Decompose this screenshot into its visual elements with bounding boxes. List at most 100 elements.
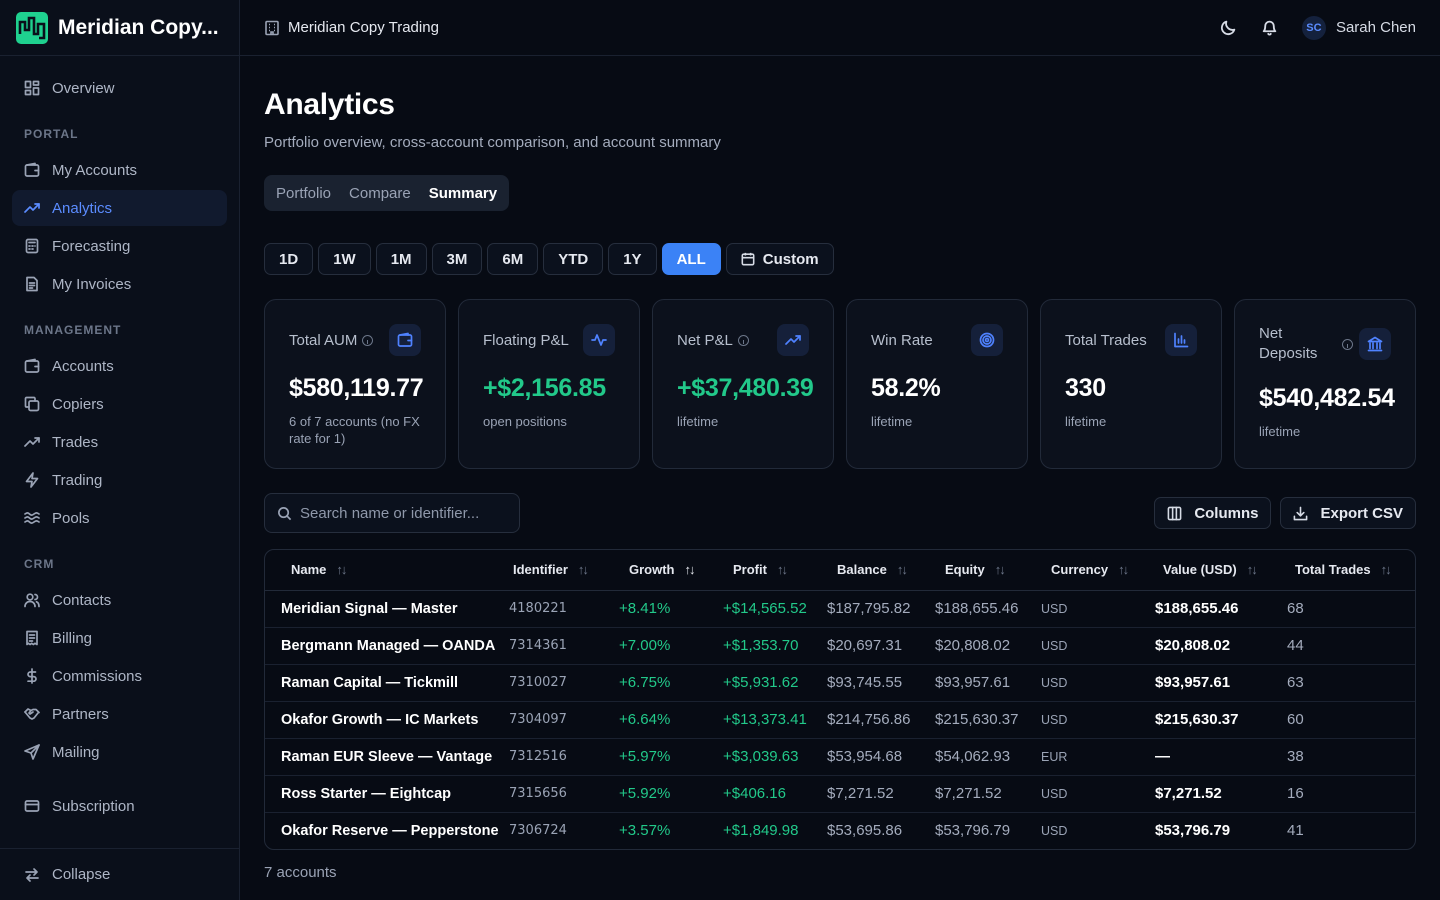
- cell-name: Raman Capital — Tickmill: [265, 664, 493, 702]
- notifications-button[interactable]: [1261, 19, 1278, 36]
- columns-label: Columns: [1194, 504, 1259, 522]
- range-1d[interactable]: 1D: [264, 243, 314, 275]
- cell-identifier: 7304097: [493, 701, 603, 739]
- cell-equity: $93,957.61: [919, 664, 1025, 702]
- kpi-card-net-pnl: Net P&L +$37,480.39 lifetime: [652, 299, 834, 469]
- table-row[interactable]: Okafor Growth — IC Markets 7304097 +6.64% +…: [265, 701, 1415, 739]
- table-header-row: Name ↑↓ Identifier ↑↓ Growth ↑↓ Profit ↑↓ Ba…: [265, 550, 1415, 591]
- cell-currency: USD: [1025, 664, 1139, 702]
- tab-summary[interactable]: Summary: [428, 184, 498, 202]
- sidebar-item-label: Contacts: [52, 591, 112, 609]
- sidebar-item-mailing[interactable]: Mailing: [12, 734, 227, 770]
- export-csv-button[interactable]: Export CSV: [1280, 497, 1416, 529]
- cell-balance: $214,756.86: [811, 701, 919, 739]
- table-toolbar: Columns Export CSV: [264, 493, 1416, 533]
- theme-toggle-button[interactable]: [1220, 19, 1237, 36]
- org-switcher[interactable]: Meridian Copy Trading: [264, 19, 439, 36]
- cell-equity: $215,630.37: [919, 701, 1025, 739]
- table-row[interactable]: Raman EUR Sleeve — Vantage 7312516 +5.97% +…: [265, 738, 1415, 776]
- cell-equity: $20,808.02: [919, 627, 1025, 665]
- columns-icon: [1167, 506, 1182, 520]
- range-1w[interactable]: 1W: [318, 243, 371, 275]
- range-3m[interactable]: 3M: [431, 243, 483, 275]
- export-label: Export CSV: [1320, 504, 1403, 522]
- column-header-value-usd[interactable]: Value (USD) ↑↓: [1139, 550, 1271, 591]
- sidebar-item-billing[interactable]: Billing: [12, 620, 227, 656]
- table-row[interactable]: Meridian Signal — Master 4180221 +8.41% +$1…: [265, 590, 1415, 628]
- cell-equity: $7,271.52: [919, 775, 1025, 813]
- cell-total-trades: 38: [1271, 738, 1415, 776]
- table-row[interactable]: Okafor Reserve — Pepperstone 7306724 +3.57…: [265, 812, 1415, 849]
- content: Analytics Portfolio overview, cross-acco…: [240, 56, 1440, 900]
- sidebar-item-analytics[interactable]: Analytics: [12, 190, 227, 226]
- sidebar-item-label: Accounts: [52, 357, 114, 375]
- sort-icon[interactable]: ↑↓: [1118, 562, 1129, 578]
- range-6m[interactable]: 6M: [487, 243, 539, 275]
- sidebar-item-label: Analytics: [52, 199, 113, 217]
- card-subtext: 6 of 7 accounts (no FX rate for 1): [289, 414, 420, 446]
- info-icon[interactable]: [1342, 338, 1353, 350]
- cell-identifier: 7312516: [493, 738, 603, 776]
- sidebar-item-my-invoices[interactable]: My Invoices: [12, 266, 227, 302]
- cell-value-usd: $188,655.46: [1139, 590, 1271, 628]
- credit-card-icon: [24, 800, 40, 812]
- range-custom[interactable]: Custom: [725, 243, 834, 275]
- sort-icon[interactable]: ↑↓: [776, 562, 788, 578]
- trending-up-icon: [24, 437, 40, 447]
- table-row[interactable]: Raman Capital — Tickmill 7310027 +6.75% +$5…: [265, 664, 1415, 702]
- sidebar-item-pools[interactable]: Pools: [12, 500, 227, 536]
- receipt-icon: [26, 630, 38, 646]
- columns-button[interactable]: Columns: [1154, 497, 1272, 529]
- sort-icon[interactable]: ↑↓: [994, 562, 1006, 578]
- column-header-currency[interactable]: Currency ↑↓: [1025, 550, 1139, 591]
- sort-icon[interactable]: ↑↓: [577, 562, 589, 578]
- column-header-identifier[interactable]: Identifier ↑↓: [493, 550, 603, 591]
- info-icon[interactable]: [737, 334, 749, 346]
- column-header-total-trades[interactable]: Total Trades ↑↓: [1271, 550, 1415, 591]
- cell-currency: USD: [1025, 627, 1139, 665]
- sort-icon[interactable]: ↑↓: [896, 562, 908, 578]
- column-header-name[interactable]: Name ↑↓: [265, 550, 493, 591]
- building-icon: [265, 20, 279, 35]
- info-icon[interactable]: [362, 334, 374, 346]
- send-icon: [24, 744, 40, 760]
- search-input[interactable]: [300, 504, 500, 522]
- range-1m[interactable]: 1M: [375, 243, 427, 275]
- sidebar-item-partners[interactable]: Partners: [12, 696, 227, 732]
- sidebar-item-copiers[interactable]: Copiers: [12, 386, 227, 422]
- cell-identifier: 4180221: [493, 590, 603, 628]
- sidebar: Meridian Copy... Overview PORTAL My Acco…: [0, 0, 240, 900]
- range-1y[interactable]: 1Y: [608, 243, 657, 275]
- cell-profit: +$14,565.52: [707, 590, 811, 628]
- tab-portfolio[interactable]: Portfolio: [276, 184, 332, 202]
- cell-equity: $54,062.93: [919, 738, 1025, 776]
- sidebar-item-overview[interactable]: Overview: [12, 70, 227, 106]
- sidebar-item-contacts[interactable]: Contacts: [12, 582, 227, 618]
- collapse-button[interactable]: Collapse: [0, 848, 239, 900]
- table-row[interactable]: Bergmann Managed — OANDA 7314361 +7.00% +$1…: [265, 627, 1415, 665]
- table-row[interactable]: Ross Starter — Eightcap 7315656 +5.92% +$40…: [265, 775, 1415, 813]
- sidebar-item-forecasting[interactable]: Forecasting: [12, 228, 227, 264]
- sidebar-item-subscription[interactable]: Subscription: [12, 788, 227, 824]
- column-header-equity[interactable]: Equity ↑↓: [919, 550, 1025, 591]
- sidebar-item-my-accounts[interactable]: My Accounts: [12, 152, 227, 188]
- brand[interactable]: Meridian Copy...: [0, 0, 239, 56]
- column-header-balance[interactable]: Balance ↑↓: [811, 550, 919, 591]
- column-header-profit[interactable]: Profit ↑↓: [707, 550, 811, 591]
- sidebar-item-trades[interactable]: Trades: [12, 424, 227, 460]
- sidebar-item-commissions[interactable]: Commissions: [12, 658, 227, 694]
- sort-icon[interactable]: ↑↓: [336, 562, 347, 578]
- user-menu[interactable]: SC Sarah Chen: [1301, 15, 1416, 40]
- tab-compare[interactable]: Compare: [349, 184, 411, 202]
- sort-active-icon[interactable]: ↑↓: [684, 562, 696, 578]
- sort-icon[interactable]: ↑↓: [1246, 562, 1258, 578]
- kpi-card-total-aum: Total AUM $580,119.77 6 of 7 accounts (n…: [264, 299, 446, 469]
- range-ytd[interactable]: YTD: [543, 243, 604, 275]
- search-icon: [278, 506, 292, 520]
- sidebar-item-trading[interactable]: Trading: [12, 462, 227, 498]
- sidebar-item-accounts[interactable]: Accounts: [12, 348, 227, 384]
- column-header-growth[interactable]: Growth ↑↓: [603, 550, 707, 591]
- cell-name: Meridian Signal — Master: [265, 590, 493, 628]
- range-all[interactable]: ALL: [661, 243, 721, 275]
- sort-icon[interactable]: ↑↓: [1380, 562, 1392, 578]
